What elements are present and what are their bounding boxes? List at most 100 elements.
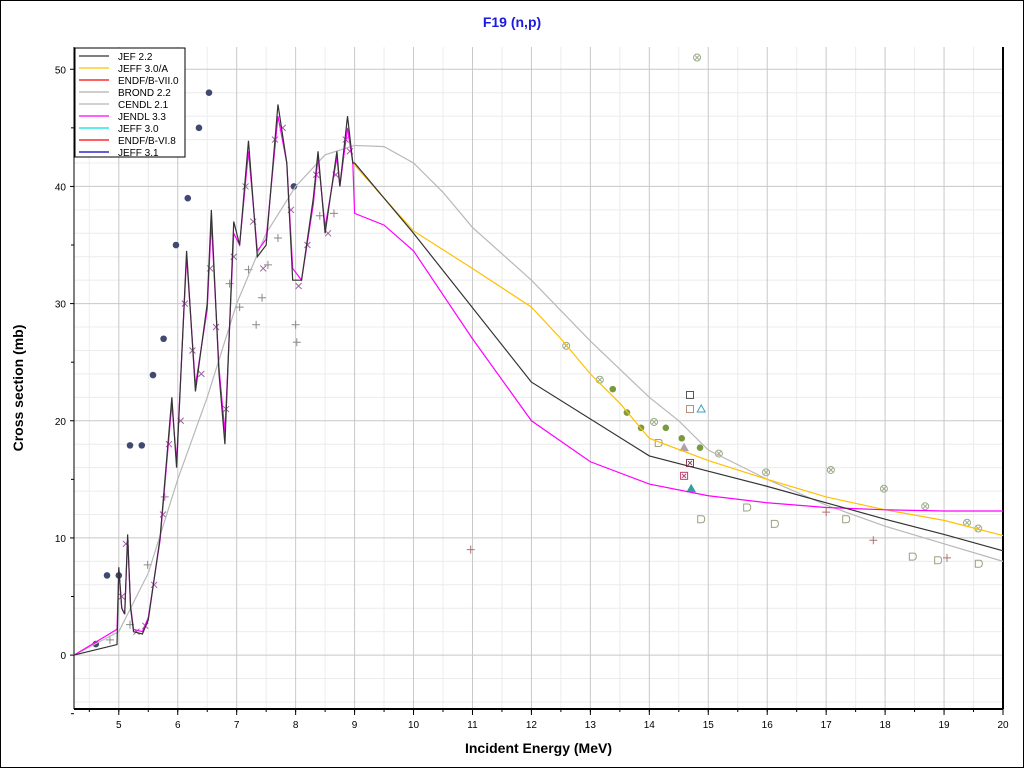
data-point-plus <box>225 279 234 288</box>
data-point-plus-mark <box>466 545 475 554</box>
data-point-plus-mark <box>225 279 234 288</box>
data-point-triangle <box>696 404 707 413</box>
y-tick-label: 10 <box>55 534 67 545</box>
legend-label: JEFF 3.0/A <box>118 64 168 75</box>
data-point-circle-x-mark <box>921 502 930 511</box>
data-point-shield-mark <box>697 515 706 524</box>
data-point-circle-x-mark <box>922 503 928 509</box>
data-point-shield <box>697 515 706 524</box>
y-tick-label: 30 <box>55 300 67 311</box>
data-point-filled-triangle <box>679 442 689 452</box>
legend-label: ENDF/B-VI.8 <box>118 136 176 147</box>
data-point-plus-mark <box>291 320 300 329</box>
data-point-shield <box>842 515 851 524</box>
data-point-filled-circle <box>678 435 686 442</box>
data-point-circle-x-mark <box>763 469 769 475</box>
data-point-circle-x-mark <box>762 468 771 477</box>
data-point-dot <box>149 371 157 379</box>
data-point-cross-mark <box>324 229 332 237</box>
data-point-circle-x-mark <box>694 55 700 60</box>
x-tick-label: 16 <box>762 720 774 731</box>
x-tick-label: 9 <box>352 720 358 731</box>
data-point-circle-x-mark <box>650 417 659 426</box>
data-point-plus-mark <box>258 293 267 302</box>
x-tick-label: 19 <box>938 720 950 731</box>
data-point-circle-x <box>921 502 930 511</box>
data-point-circle-x <box>650 417 659 426</box>
data-point-plus <box>292 338 301 347</box>
data-point-circle-x-mark <box>964 520 970 526</box>
data-point-shield-mark <box>974 559 983 568</box>
data-point-filled-circle <box>662 424 670 432</box>
x-tick-label: 7 <box>234 720 240 731</box>
data-point-dot <box>290 183 298 190</box>
data-point-plus <box>943 553 952 562</box>
data-point-plus-mark <box>235 303 244 312</box>
data-point-shield <box>934 556 943 565</box>
data-point-filled-triangle <box>686 483 697 493</box>
data-point-plus-mark <box>105 635 114 644</box>
data-point-triangle-mark <box>696 404 707 413</box>
data-point-circle-x <box>879 484 888 493</box>
data-point-plus <box>235 303 244 312</box>
x-tick-label: 17 <box>821 720 833 731</box>
data-point-shield-mark <box>934 556 943 565</box>
data-point-plus-mark <box>869 536 878 545</box>
x-axis-label: Incident Energy (MeV) <box>464 740 613 756</box>
legend-box <box>74 47 186 158</box>
data-point-filled-circle-mark <box>678 435 686 442</box>
data-point-shield <box>908 552 917 561</box>
data-point-plus <box>263 260 272 269</box>
data-point-plus-mark <box>252 320 261 329</box>
data-point-plus-mark <box>292 338 301 347</box>
data-point-circle-x-mark <box>693 53 702 62</box>
data-point-plus <box>466 545 475 554</box>
data-point-cross-mark <box>118 593 126 600</box>
data-point-shield <box>743 503 752 512</box>
data-point-dot <box>126 442 134 449</box>
x-tick-label: 6 <box>175 720 181 731</box>
series-line-jeff-3-0-a <box>352 162 1004 537</box>
data-point-filled-triangle-mark <box>679 442 689 452</box>
data-point-cross <box>212 323 220 331</box>
legend-label: CENDL 2.1 <box>118 100 169 111</box>
data-point-dot <box>184 194 192 202</box>
y-tick-label: 40 <box>55 182 67 193</box>
data-point-square <box>685 405 694 414</box>
data-point-dot-mark <box>103 572 111 579</box>
data-point-filled-circle-mark <box>662 424 670 432</box>
data-point-plus-mark <box>315 211 324 220</box>
data-point-square-mark <box>685 390 694 399</box>
data-point-dot <box>195 124 203 132</box>
chart-title: F19 (n,p) <box>482 14 542 30</box>
data-point-square-mark <box>685 405 694 414</box>
legend-label: JEF 2.2 <box>118 52 153 63</box>
data-point-cross <box>159 511 167 518</box>
data-point-filled-circle <box>609 385 617 393</box>
data-point-dot-mark <box>138 442 146 449</box>
data-point-square-x-mark <box>687 460 693 466</box>
data-point-shield-mark <box>842 515 851 524</box>
data-point-plus-mark <box>273 233 282 242</box>
data-point-circle-x <box>693 53 702 62</box>
data-point-circle-x-mark <box>828 467 834 473</box>
data-point-shield <box>770 519 779 528</box>
data-point-cross <box>295 282 302 290</box>
x-tick-label: 18 <box>880 720 892 731</box>
data-point-square-x-mark <box>681 473 687 479</box>
data-point-circle-x <box>762 468 771 477</box>
data-point-shield-mark <box>908 552 917 561</box>
data-point-circle-x-mark <box>879 484 888 493</box>
data-point-plus-mark <box>329 209 338 218</box>
data-point-cross <box>150 581 158 589</box>
data-point-dot-mark <box>126 442 134 449</box>
data-point-dot-mark <box>149 371 157 379</box>
data-point-plus <box>258 293 267 302</box>
data-point-cross-mark <box>159 511 167 518</box>
data-point-cross-mark <box>259 265 267 272</box>
data-point-plus-mark <box>822 508 831 517</box>
data-point-plus <box>869 536 878 545</box>
data-point-filled-triangle-mark <box>686 483 697 493</box>
